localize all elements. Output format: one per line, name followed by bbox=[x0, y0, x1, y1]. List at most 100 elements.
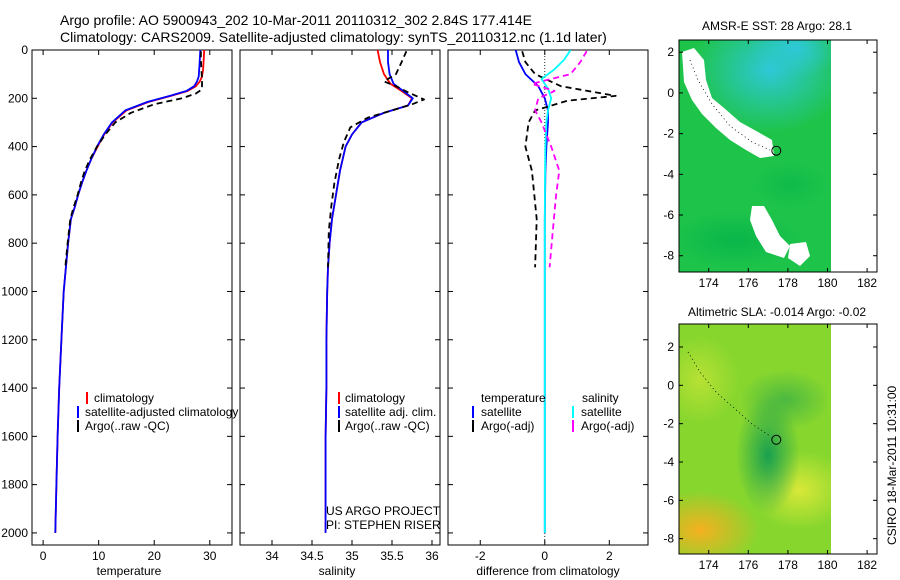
series-line-satellite-adjusted-climatology bbox=[54, 50, 202, 533]
temperature-xlabel: temperature bbox=[97, 564, 162, 578]
difference-axes-frame bbox=[447, 49, 649, 546]
figure-title-line-1: Argo profile: AO 5900943_202 10-Mar-2011… bbox=[60, 12, 532, 28]
legend-label-satellite: satellite-adjusted climatology bbox=[85, 405, 238, 419]
salinity-axis-ticks: 34 34.5 35 35.5 36 bbox=[240, 49, 440, 563]
map-x-tick-label: 176 bbox=[738, 276, 758, 290]
legend-label-sal-satellite: satellite bbox=[581, 405, 622, 419]
series-line-temperature-argo-adj bbox=[521, 50, 617, 268]
sla-map-ticks: 174 176 178 180 182 -8 -6 -4 -2 0 2 bbox=[663, 324, 877, 572]
sst-map-ticks: 174 176 178 180 182 -8 -6 -4 -2 0 2 bbox=[663, 40, 877, 290]
x-tick-label: 35.5 bbox=[380, 549, 404, 563]
sst-profile-marker bbox=[771, 145, 782, 156]
map-x-tick-label: 178 bbox=[778, 276, 798, 290]
series-line-salinity-argo-adj bbox=[531, 50, 588, 268]
map-x-tick-label: 178 bbox=[778, 558, 798, 572]
sla-map-title: Altimetric SLA: -0.014 Argo: -0.02 bbox=[688, 305, 866, 319]
sst-cool-patch-2 bbox=[750, 160, 830, 210]
series-line-argo-raw-qc bbox=[327, 50, 425, 268]
series-line-climatology bbox=[54, 50, 206, 533]
map-y-tick-label: -6 bbox=[663, 208, 674, 222]
sla-profile-marker bbox=[771, 434, 782, 445]
temperature-axis-ticks: 0 10 20 30 0 200 400 600 800 1000 1200 1400 1600 1800… bbox=[1, 43, 232, 563]
figure-title-line-2: Climatology: CARS2009. Satellite-adjuste… bbox=[60, 29, 607, 45]
difference-legend: temperature salinity satellite satellite… bbox=[472, 391, 634, 433]
temperature-legend: climatology satellite-adjusted climatolo… bbox=[77, 391, 238, 433]
legend-label-argo: Argo(..raw -QC) bbox=[345, 419, 430, 433]
map-y-tick-label: 0 bbox=[667, 86, 674, 100]
no-data-region bbox=[831, 324, 877, 554]
sla-map-frame bbox=[678, 323, 878, 555]
legend-label-argo: Argo(..raw -QC) bbox=[85, 419, 170, 433]
x-tick-label: 2 bbox=[606, 549, 613, 563]
x-tick-label: 0 bbox=[40, 549, 47, 563]
map-y-tick-label: -2 bbox=[663, 127, 674, 141]
x-tick-label: 34.5 bbox=[300, 549, 324, 563]
difference-series bbox=[514, 50, 617, 533]
salinity-axes-frame bbox=[239, 49, 441, 546]
y-tick-label: 0 bbox=[21, 43, 28, 57]
sla-map-image bbox=[679, 324, 877, 554]
x-tick-label: 34 bbox=[265, 549, 279, 563]
map-y-tick-label: -2 bbox=[663, 417, 674, 431]
y-tick-label: 1200 bbox=[1, 333, 28, 347]
x-tick-label: 20 bbox=[148, 549, 162, 563]
sst-warm-core bbox=[750, 40, 840, 78]
map-x-tick-label: 174 bbox=[699, 276, 719, 290]
legend-label-satellite: satellite adj. clim. bbox=[345, 405, 436, 419]
cloud-mask bbox=[682, 48, 774, 158]
no-data-region bbox=[831, 40, 877, 272]
temperature-series bbox=[54, 50, 206, 533]
map-x-tick-label: 180 bbox=[817, 558, 837, 572]
sst-map-image bbox=[679, 40, 877, 272]
land-mask-2 bbox=[788, 242, 810, 266]
legend-label-climatology: climatology bbox=[94, 391, 154, 405]
salinity-legend: climatology satellite adj. clim. Argo(..… bbox=[338, 391, 436, 433]
temperature-axes-frame bbox=[31, 49, 233, 546]
map-x-tick-label: 182 bbox=[857, 558, 877, 572]
x-tick-label: 36 bbox=[425, 549, 439, 563]
y-tick-label: 800 bbox=[8, 236, 28, 250]
map-x-tick-label: 176 bbox=[738, 558, 758, 572]
legend-label-sal-argo: Argo(-adj) bbox=[581, 419, 634, 433]
map-y-tick-label: -8 bbox=[663, 532, 674, 546]
map-x-tick-label: 174 bbox=[699, 558, 719, 572]
series-line-climatology bbox=[324, 50, 413, 533]
legend-label-climatology: climatology bbox=[345, 391, 405, 405]
sst-map-frame bbox=[678, 39, 878, 273]
map-y-tick-label: 2 bbox=[667, 340, 674, 354]
map-y-tick-label: 2 bbox=[667, 45, 674, 59]
y-tick-label: 2000 bbox=[1, 526, 28, 540]
x-tick-label: 0 bbox=[541, 549, 548, 563]
y-tick-label: 1600 bbox=[1, 429, 28, 443]
map-x-tick-label: 180 bbox=[817, 276, 837, 290]
series-line-satellite-adj-clim bbox=[324, 50, 414, 533]
sla-yellow-patch-2 bbox=[679, 335, 740, 425]
map-y-tick-label: -4 bbox=[663, 455, 674, 469]
legend-label-temp-satellite: satellite bbox=[481, 405, 522, 419]
y-tick-label: 1800 bbox=[1, 478, 28, 492]
x-tick-label: 35 bbox=[345, 549, 359, 563]
salinity-series bbox=[324, 50, 425, 533]
map-y-tick-label: -8 bbox=[663, 249, 674, 263]
map-x-tick-label: 182 bbox=[857, 276, 877, 290]
pi-credit: PI: STEPHEN RISER bbox=[326, 518, 441, 532]
sla-low-patch-2 bbox=[740, 370, 830, 430]
salinity-xlabel: salinity bbox=[319, 564, 356, 578]
legend-label-temp-argo: Argo(-adj) bbox=[481, 419, 534, 433]
coastline bbox=[687, 351, 771, 437]
series-line-argo-raw-qc bbox=[64, 51, 203, 268]
difference-xlabel: difference from climatology bbox=[476, 564, 619, 578]
sla-high-patch bbox=[679, 490, 760, 554]
y-tick-label: 400 bbox=[8, 140, 28, 154]
series-line-temperature-satellite bbox=[514, 50, 549, 533]
coastline bbox=[689, 59, 771, 151]
y-tick-label: 1000 bbox=[1, 284, 28, 298]
map-y-tick-label: -6 bbox=[663, 493, 674, 507]
map-y-tick-label: -4 bbox=[663, 167, 674, 181]
x-tick-label: 30 bbox=[203, 549, 217, 563]
y-tick-label: 600 bbox=[8, 188, 28, 202]
legend-header-temperature: temperature bbox=[481, 391, 546, 405]
x-tick-label: -2 bbox=[475, 549, 486, 563]
csiro-timestamp: CSIRO 18-Mar-2011 10:31:00 bbox=[885, 385, 899, 545]
